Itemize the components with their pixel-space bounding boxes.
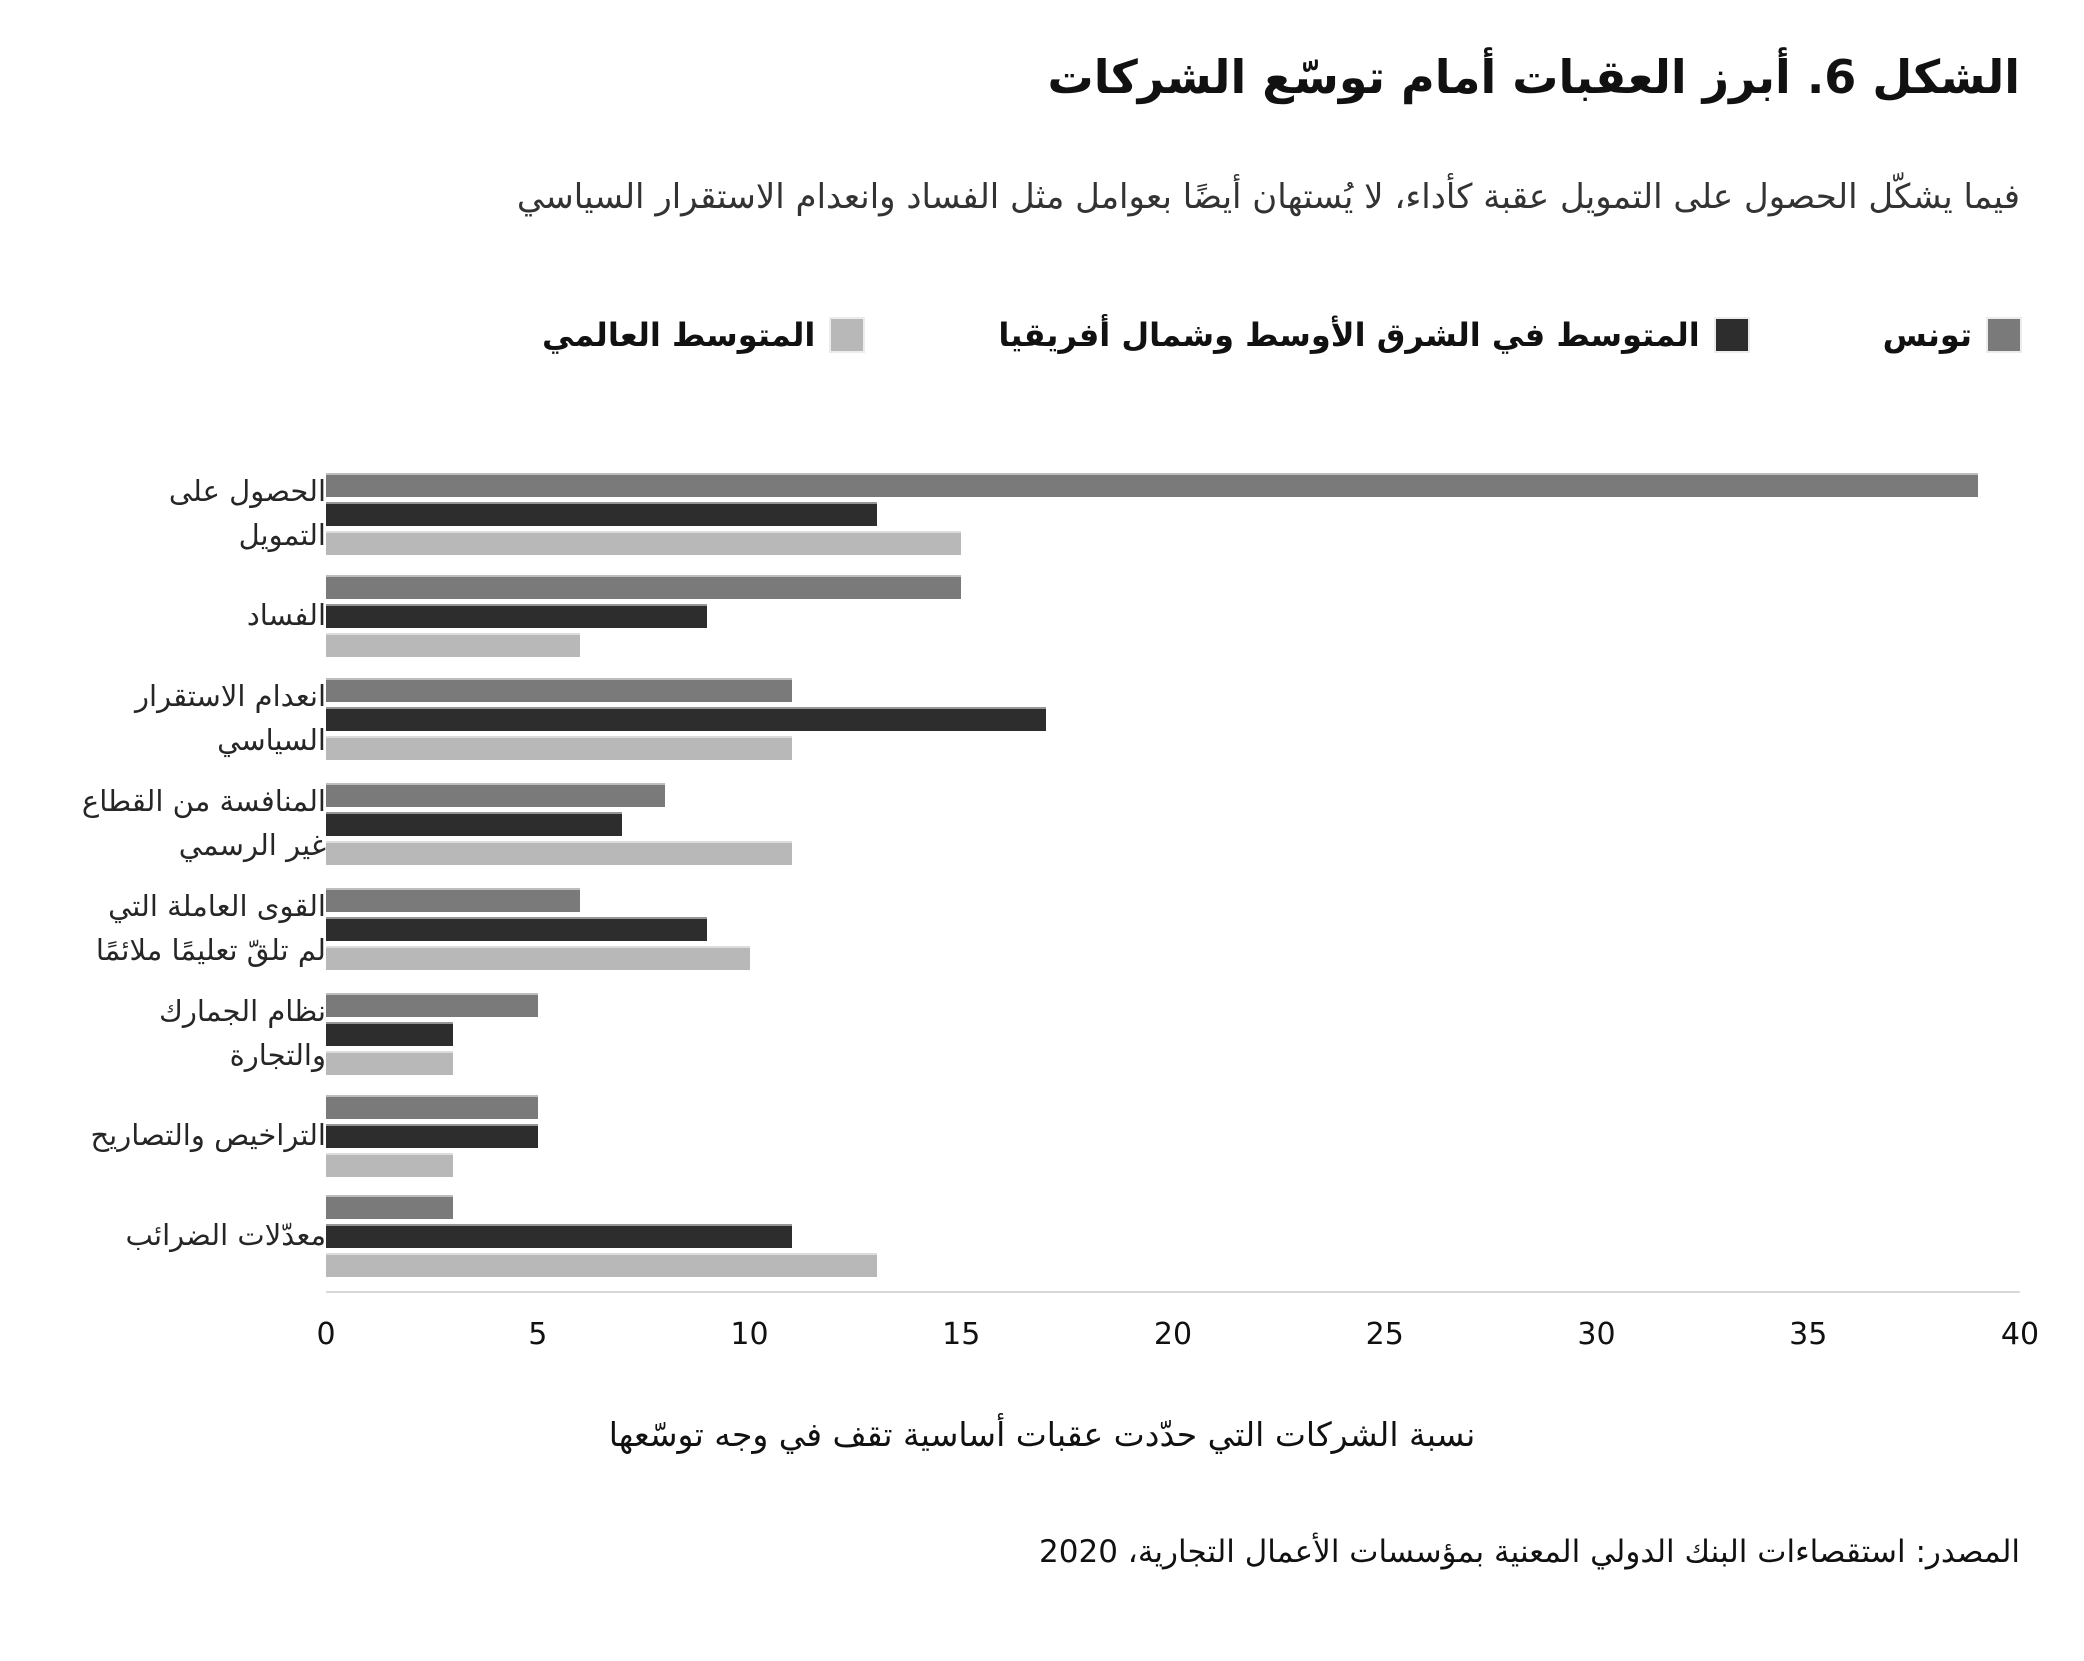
category-label: معدّلات الضرائب	[125, 1218, 326, 1253]
world-average-swatch-icon	[831, 319, 864, 352]
bar-stack	[326, 575, 2020, 658]
bar-group: الفساد	[64, 575, 2020, 658]
x-tick-label: 20	[1153, 1317, 1193, 1353]
world-average-bar	[326, 1050, 454, 1075]
tunisia-bar	[326, 575, 962, 600]
x-axis: 0 5 10 15 20 25 30 35 40	[316, 1291, 2039, 1357]
mena-average-swatch-icon	[1715, 319, 1748, 352]
world-average-bar	[326, 1153, 454, 1178]
x-tick-label: 35	[1789, 1317, 1828, 1353]
category-label: نظام الجمارك والتجارة	[159, 994, 326, 1072]
category-label: التراخيص والتصاريح	[90, 1118, 326, 1153]
bar-group: معدّلات الضرائب	[64, 1195, 2020, 1278]
mena-average-bar	[326, 1021, 454, 1046]
world-average-bar	[326, 1253, 877, 1278]
mena-average-bar	[326, 501, 877, 526]
x-tick-label: 0	[316, 1317, 336, 1353]
bar-group: المنافسة من القطاع غير الرسمي	[64, 780, 2020, 867]
legend-item-mena-average: المتوسط في الشرق الأوسط وشمال أفريقيا	[998, 316, 1748, 355]
bar-group: الحصول على التمويل	[64, 470, 2020, 557]
tunisia-bar	[326, 1195, 454, 1220]
tunisia-swatch-icon	[1988, 319, 2020, 352]
legend-item-world-average: المتوسط العالمي	[541, 316, 864, 355]
figure-title: الشكل 6. أبرز العقبات أمام توسّع الشركات	[1047, 50, 2021, 104]
bar-groups: الحصول على التمويل الفساد انعدام الاستقرار…	[64, 470, 2020, 1278]
x-tick-label: 15	[942, 1317, 981, 1353]
bar-stack	[326, 887, 2020, 970]
world-average-bar	[326, 945, 750, 970]
x-axis-line	[326, 1291, 2020, 1294]
bar-stack	[326, 992, 2020, 1075]
legend-item-tunisia: تونس	[1883, 316, 2020, 354]
x-tick-label: 30	[1577, 1317, 1616, 1353]
mena-average-bar	[326, 916, 708, 941]
bar-chart: الحصول على التمويل الفساد انعدام الاستقرار…	[64, 470, 2039, 1357]
category-label: القوى العاملة التي لم تلقّ تعليمًا ملائم…	[95, 889, 326, 967]
legend-label-world-average: المتوسط العالمي	[541, 316, 816, 355]
x-tick-label: 40	[2000, 1317, 2040, 1353]
bar-group: القوى العاملة التي لم تلقّ تعليمًا ملائم…	[64, 885, 2020, 972]
mena-average-bar	[326, 706, 1046, 731]
bar-stack	[326, 1195, 2020, 1278]
world-average-bar	[326, 530, 962, 555]
category-label: انعدام الاستقرار السياسي	[135, 679, 326, 757]
mena-average-bar	[326, 604, 708, 629]
tunisia-bar	[326, 677, 792, 702]
bar-stack	[326, 782, 2020, 865]
chart-legend: تونس المتوسط في الشرق الأوسط وشمال أفريق…	[64, 316, 2020, 354]
x-tick-label: 25	[1365, 1317, 1404, 1353]
bar-stack	[326, 472, 2020, 555]
tunisia-bar	[326, 782, 665, 807]
bar-group: التراخيص والتصاريح	[64, 1095, 2020, 1178]
category-label: الحصول على التمويل	[168, 474, 326, 552]
bar-stack	[326, 1095, 2020, 1178]
mena-average-bar	[326, 811, 623, 836]
x-axis-title: نسبة الشركات التي حدّدت عقبات أساسية تقف…	[608, 1415, 1476, 1455]
world-average-bar	[326, 840, 792, 865]
bar-group: نظام الجمارك والتجارة	[64, 990, 2020, 1077]
x-tick-label: 5	[528, 1317, 548, 1353]
bar-stack	[326, 677, 2020, 760]
bar-group: انعدام الاستقرار السياسي	[64, 675, 2020, 762]
x-axis-ticks: 0 5 10 15 20 25 30 35 40	[316, 1317, 2039, 1357]
category-label: الفساد	[246, 598, 326, 633]
tunisia-bar	[326, 992, 538, 1017]
world-average-bar	[326, 735, 792, 760]
tunisia-bar	[326, 1095, 538, 1120]
figure-source: المصدر: استقصاءات البنك الدولي المعنية ب…	[1039, 1534, 2020, 1571]
x-tick-label: 10	[730, 1317, 769, 1353]
category-label: المنافسة من القطاع غير الرسمي	[81, 784, 326, 862]
legend-label-tunisia: تونس	[1882, 316, 1972, 355]
tunisia-bar	[326, 887, 581, 912]
figure-subtitle: فيما يشكّل الحصول على التمويل عقبة كأداء…	[516, 176, 2020, 217]
mena-average-bar	[326, 1224, 792, 1249]
mena-average-bar	[326, 1124, 538, 1149]
tunisia-bar	[326, 472, 1978, 497]
world-average-bar	[326, 633, 581, 658]
legend-label-mena-average: المتوسط في الشرق الأوسط وشمال أفريقيا	[998, 316, 1700, 355]
